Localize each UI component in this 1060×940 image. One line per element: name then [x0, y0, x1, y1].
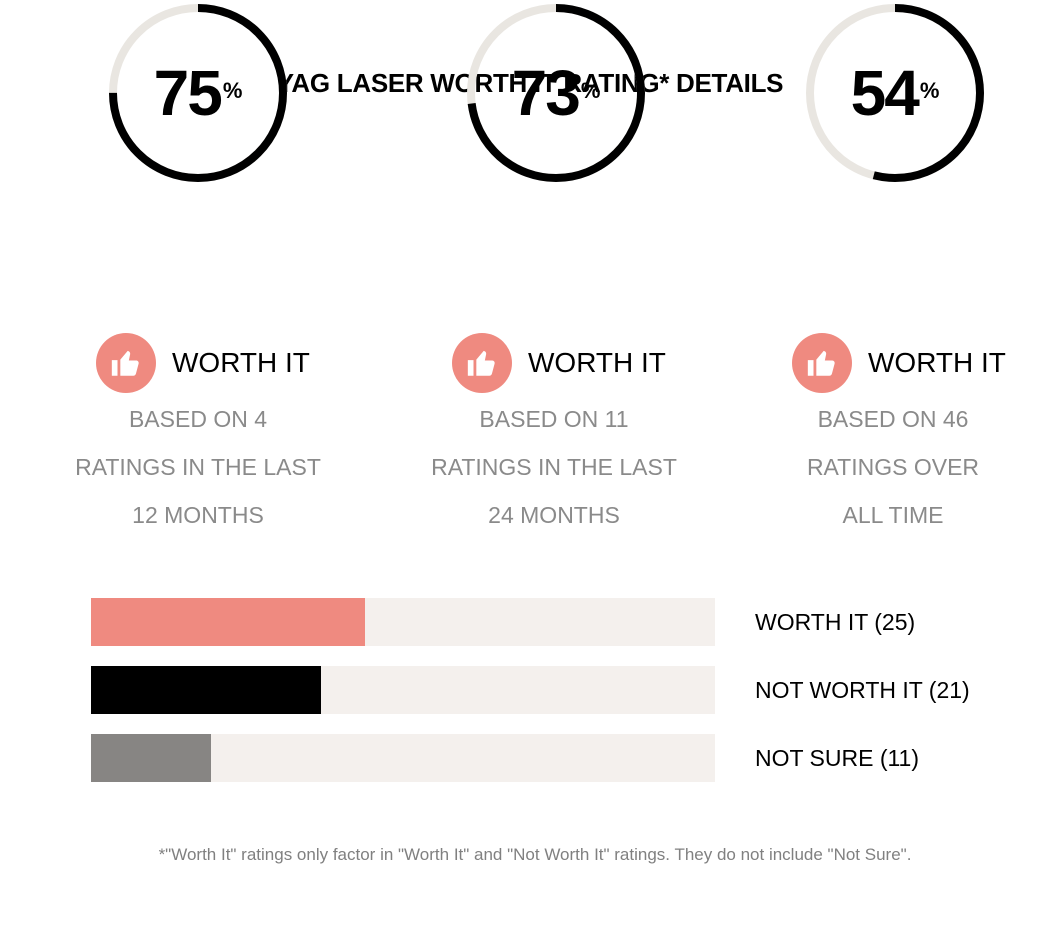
percent-sign: %	[222, 78, 243, 103]
based-on-line: BASED ON 4	[128, 406, 268, 432]
worth-it-row: WORTH IT	[452, 333, 666, 393]
worth-it-label: WORTH IT	[528, 347, 666, 378]
thumbs-up-icon	[452, 333, 512, 393]
bar-label: WORTH IT (25)	[755, 609, 916, 635]
ring-value: 54 %	[802, 0, 988, 186]
ring-progress	[467, 4, 645, 182]
ring-progress	[806, 4, 984, 182]
ring-chart-24-months: 73 %	[463, 0, 649, 186]
footnote: *"Worth It" ratings only factor in "Wort…	[158, 845, 912, 864]
bar-fill	[91, 666, 321, 714]
ring-percentage-value: 54	[850, 57, 920, 129]
thumbs-up-glyph	[111, 350, 139, 376]
based-on-line: RATINGS IN THE LAST	[75, 454, 321, 480]
thumbs-up-glyph	[467, 350, 495, 376]
based-on-text: BASED ON 46 RATINGS OVER ALL TIME	[723, 395, 1060, 539]
ring-value: 75 %	[105, 0, 291, 186]
based-on-line: ALL TIME	[842, 502, 944, 528]
based-on-text: BASED ON 11 RATINGS IN THE LAST 24 MONTH…	[384, 395, 724, 539]
based-on-text: BASED ON 4 RATINGS IN THE LAST 12 MONTHS	[28, 395, 368, 539]
ring-percentage-value: 75	[153, 57, 223, 129]
percent-sign: %	[919, 78, 940, 103]
based-on-line: BASED ON 46	[817, 406, 969, 432]
ring-progress	[109, 4, 287, 182]
bar-label: NOT WORTH IT (21)	[755, 677, 970, 703]
worth-it-label: WORTH IT	[172, 347, 310, 378]
thumbs-up-icon	[792, 333, 852, 393]
thumbs-up-icon	[96, 333, 156, 393]
bar-fill	[91, 598, 365, 646]
percent-sign: %	[580, 78, 601, 103]
based-on-line: RATINGS IN THE LAST	[431, 454, 677, 480]
ring-percentage-value: 73	[511, 57, 581, 129]
ring-chart-all-time: 54 %	[802, 0, 988, 186]
based-on-line: 12 MONTHS	[132, 502, 264, 528]
bar-label: NOT SURE (11)	[755, 745, 920, 771]
based-on-line: 24 MONTHS	[488, 502, 620, 528]
ring-chart-svg	[806, 4, 984, 182]
page-title: YAG LASER WORTH IT RATING* DETAILS	[276, 68, 784, 98]
worth-it-row: WORTH IT	[96, 333, 310, 393]
ring-chart-svg	[467, 4, 645, 182]
ring-chart-12-months: 75 %	[105, 0, 291, 186]
bar-fill	[91, 734, 212, 782]
based-on-line: RATINGS OVER	[806, 454, 980, 480]
based-on-line: BASED ON 11	[479, 406, 629, 432]
worth-it-label: WORTH IT	[868, 347, 1006, 378]
thumbs-up-glyph	[807, 350, 835, 376]
worth-it-row: WORTH IT	[792, 333, 1006, 393]
ring-chart-svg	[109, 4, 287, 182]
ring-value: 73 %	[463, 0, 649, 186]
